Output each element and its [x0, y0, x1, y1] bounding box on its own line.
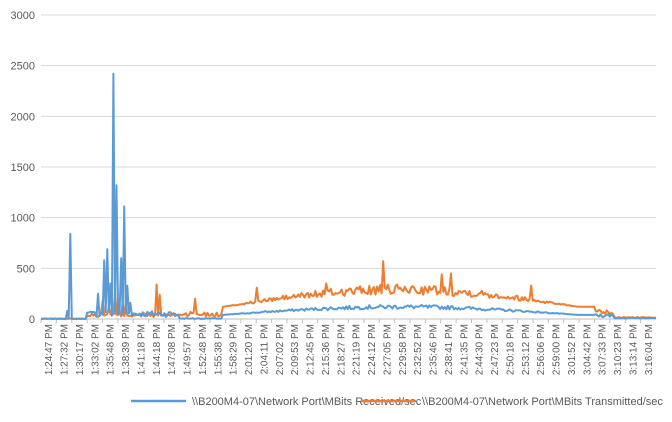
x-tick-label: 2:24:12 PM	[367, 324, 378, 375]
x-tick-label: 1:24:47 PM	[44, 324, 55, 375]
x-tick-label: 2:01:20 PM	[244, 324, 255, 375]
x-tick-label: 1:30:17 PM	[75, 324, 86, 375]
x-tick-label: 2:15:36 PM	[321, 324, 332, 375]
x-tick-label: 3:16:04 PM	[644, 324, 655, 375]
series-lines	[40, 72, 657, 320]
x-tick-label: 2:50:18 PM	[505, 324, 516, 375]
x-tick-label: 2:29:58 PM	[398, 324, 409, 375]
x-tick-label: 3:10:23 PM	[613, 324, 624, 375]
x-tick-label: 1:55:38 PM	[213, 324, 224, 375]
y-axis: 0 500 1000 1500 2000 2500 3000	[11, 10, 35, 326]
x-tick-label: 2:47:23 PM	[490, 324, 501, 375]
y-tick-label: 2000	[11, 111, 35, 123]
x-tick-label: 2:04:11 PM	[259, 324, 270, 374]
legend-label-received: \\B200M4-07\Network Port\MBits Received/…	[192, 396, 422, 408]
x-tick-label: 1:44:18 PM	[152, 324, 163, 375]
y-tick-label: 2500	[11, 61, 35, 73]
x-axis: 1:24:47 PM 1:27:32 PM 1:30:17 PM 1:33:02 PM…	[40, 319, 655, 375]
x-tick-label: 1:35:48 PM	[106, 324, 117, 375]
x-tick-label: 1:52:48 PM	[198, 324, 209, 375]
x-tick-label: 2:21:19 PM	[352, 324, 363, 375]
x-tick-label: 1:49:57 PM	[183, 324, 194, 375]
x-tick-label: 2:09:53 PM	[290, 324, 301, 375]
x-tick-label: 2:56:06 PM	[536, 324, 547, 375]
x-tick-label: 2:41:35 PM	[459, 324, 470, 375]
x-tick-label: 2:07:02 PM	[275, 324, 286, 375]
x-tick-label: 2:12:45 PM	[306, 324, 317, 375]
x-tick-label: 2:18:27 PM	[336, 324, 347, 375]
x-tick-label: 2:44:30 PM	[475, 324, 486, 375]
y-tick-label: 3000	[11, 10, 35, 22]
x-tick-label: 2:35:46 PM	[429, 324, 440, 375]
x-tick-label: 3:13:14 PM	[628, 324, 639, 375]
x-tick-label: 2:27:05 PM	[382, 324, 393, 375]
x-tick-label: 1:38:39 PM	[121, 324, 132, 375]
y-tick-label: 500	[17, 263, 35, 275]
x-tick-label: 1:41:18 PM	[136, 324, 147, 375]
x-tick-label: 3:04:42 PM	[582, 324, 593, 375]
y-tick-label: 1000	[11, 213, 35, 225]
gridlines	[41, 14, 656, 320]
legend: \\B200M4-07\Network Port\MBits Received/…	[131, 396, 663, 408]
x-tick-label: 1:47:08 PM	[167, 324, 178, 375]
x-tick-label: 3:07:33 PM	[598, 324, 609, 375]
y-tick-label: 0	[29, 314, 35, 326]
x-tick-label: 3:01:52 PM	[567, 324, 578, 375]
series-line-received	[40, 72, 657, 320]
x-tick-label: 2:38:41 PM	[444, 324, 455, 375]
x-tick-label: 2:32:52 PM	[413, 324, 424, 375]
x-tick-label: 2:59:00 PM	[552, 324, 563, 375]
x-tick-label: 2:53:12 PM	[521, 324, 532, 375]
x-tick-label: 1:27:32 PM	[60, 324, 71, 375]
legend-label-transmitted: \\B200M4-07\Network Port\MBits Transmitt…	[422, 396, 663, 408]
x-tick-label: 1:33:02 PM	[90, 324, 101, 375]
x-tick-label: 1:58:29 PM	[229, 324, 240, 375]
series-line-transmitted	[40, 260, 657, 320]
y-tick-label: 1500	[11, 162, 35, 174]
